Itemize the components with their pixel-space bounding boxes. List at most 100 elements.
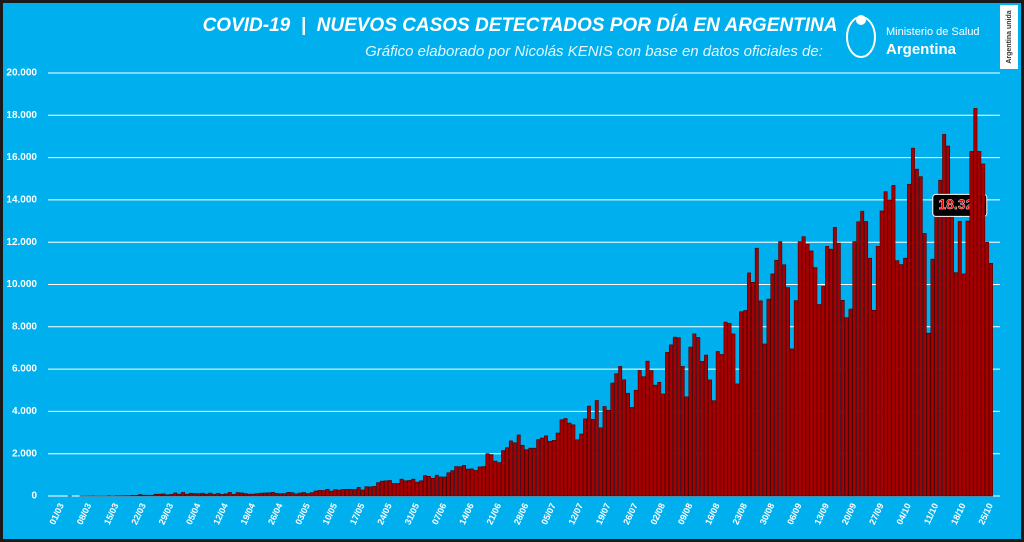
bar (989, 263, 993, 497)
bar (633, 389, 638, 497)
bar (559, 419, 564, 497)
bar (231, 494, 236, 497)
bar (454, 466, 459, 497)
bar (309, 492, 314, 497)
bar (477, 466, 482, 497)
bar (290, 492, 295, 497)
bar (305, 493, 310, 497)
y-tick-label: 10.000 (6, 279, 37, 290)
bar (684, 396, 689, 497)
bar (372, 486, 377, 497)
bar (829, 248, 833, 497)
bar (672, 336, 677, 497)
bar (739, 311, 744, 497)
bar (782, 264, 787, 497)
bar (524, 449, 529, 497)
bar (731, 333, 736, 497)
bar (360, 489, 365, 497)
bar (458, 466, 463, 497)
bar (298, 492, 303, 497)
bar (181, 492, 185, 497)
bar (376, 482, 381, 497)
y-tick-label: 2.000 (12, 448, 37, 459)
bar (247, 493, 252, 497)
bar (216, 493, 221, 497)
bar (333, 489, 338, 497)
bar (555, 432, 560, 497)
bar (856, 221, 861, 497)
bar (618, 366, 623, 497)
bar (965, 220, 970, 497)
bar (446, 472, 451, 497)
bar (606, 410, 611, 497)
bar (387, 480, 392, 497)
chart-title: COVID-19 | NUEVOS CASOS DETECTADOS POR D… (203, 14, 838, 36)
bar (173, 492, 178, 497)
bar (415, 481, 420, 497)
bar (727, 323, 732, 497)
bar (645, 360, 650, 497)
bar (891, 185, 896, 497)
bar (579, 433, 584, 497)
bar (786, 287, 790, 497)
bar (407, 480, 412, 497)
bar (512, 442, 517, 497)
bar (848, 308, 853, 497)
bar (789, 348, 794, 497)
bar (544, 435, 548, 497)
bar (969, 150, 974, 497)
bar (910, 147, 915, 497)
bar (899, 264, 904, 497)
bar (575, 439, 580, 497)
bar (747, 272, 751, 497)
bar (520, 444, 525, 497)
bar (348, 488, 353, 497)
bar (914, 168, 919, 497)
bar (423, 475, 427, 497)
bar (364, 486, 369, 497)
bar (926, 332, 931, 497)
logo-line1: Ministerio de Salud (886, 26, 980, 38)
bar (571, 424, 576, 497)
bar (692, 333, 697, 497)
bar (895, 260, 900, 497)
bar (844, 317, 849, 497)
bar (665, 352, 669, 497)
bar (540, 437, 545, 497)
bar (266, 492, 271, 497)
bar (497, 462, 502, 497)
bar (473, 470, 478, 497)
y-tick-label: 16.000 (6, 152, 37, 163)
bar (399, 478, 404, 497)
bar (774, 259, 779, 497)
bar (489, 454, 494, 497)
bar (715, 351, 720, 497)
badge-text: Argentina unida (1006, 10, 1013, 63)
y-tick-label: 4.000 (12, 406, 37, 417)
bar (586, 405, 591, 497)
bar (973, 108, 978, 497)
bar (961, 273, 966, 497)
y-tick-label: 8.000 (12, 321, 37, 332)
logo-line2: Argentina (886, 41, 957, 58)
bar (590, 419, 595, 497)
bar (661, 393, 666, 497)
bar (302, 492, 306, 497)
bar (469, 468, 474, 497)
bar (707, 379, 712, 497)
bar (871, 309, 876, 497)
bar (985, 241, 990, 497)
bar (223, 493, 228, 497)
logo: Ministerio de Salud Argentina Argentina … (846, 5, 1018, 69)
bar (243, 493, 248, 497)
bar (505, 447, 509, 497)
bar (145, 494, 150, 497)
bar (161, 493, 166, 497)
bar (411, 478, 416, 497)
bar (676, 337, 681, 497)
bar (313, 490, 318, 497)
bar (809, 250, 814, 497)
bar (208, 492, 213, 497)
